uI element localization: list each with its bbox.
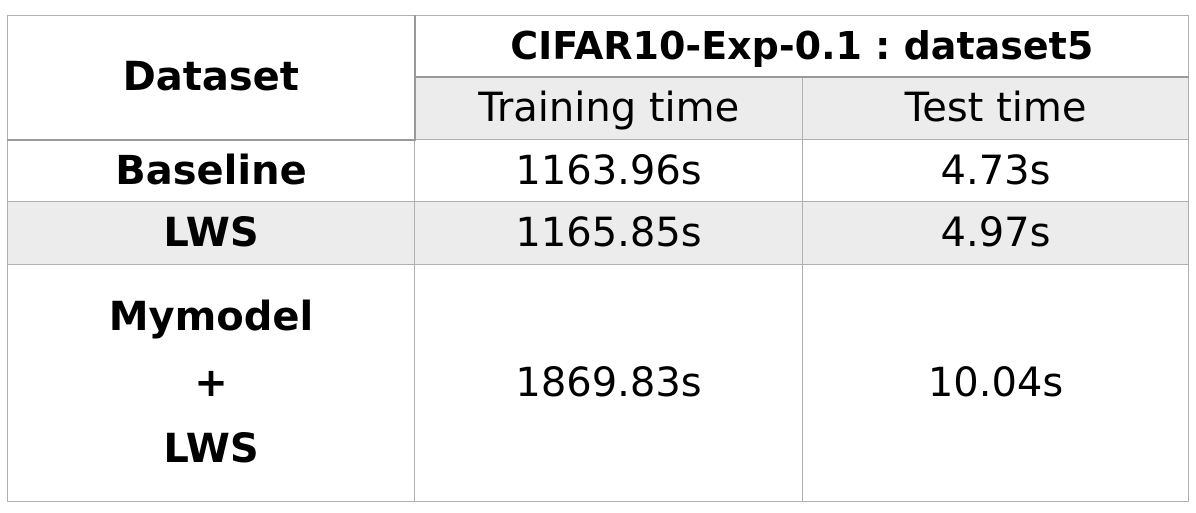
row-label-line: LWS xyxy=(163,426,259,472)
test-time-header: Test time xyxy=(801,75,1190,140)
header-row-top: Dataset CIFAR10-Exp-0.1 : dataset5 xyxy=(7,15,1190,141)
row-label-line: + xyxy=(194,360,228,406)
test-time-cell: 4.73s xyxy=(801,139,1190,202)
training-time-header: Training time xyxy=(414,75,803,140)
table-row: LWS 1165.85s 4.97s xyxy=(7,201,1190,265)
table-row: Baseline 1163.96s 4.73s xyxy=(7,139,1190,202)
row-label-lines: Mymodel + LWS xyxy=(8,284,414,482)
test-time-cell: 4.97s xyxy=(801,201,1190,265)
comparison-table: Dataset CIFAR10-Exp-0.1 : dataset5 Train… xyxy=(7,15,1190,502)
dataset-group-header: CIFAR10-Exp-0.1 : dataset5 xyxy=(413,15,1190,77)
training-time-cell: 1165.85s xyxy=(414,201,803,265)
row-label: LWS xyxy=(7,201,415,265)
test-time-cell: 10.04s xyxy=(801,264,1190,502)
row-label-stacked: Mymodel + LWS xyxy=(7,264,415,502)
dataset-header: Dataset xyxy=(7,15,416,141)
header-row-sub: Training time Test time xyxy=(8,75,1190,140)
training-time-cell: 1869.83s xyxy=(414,264,803,502)
table-row: Mymodel + LWS 1869.83s 10.04s xyxy=(7,264,1190,502)
training-time-cell: 1163.96s xyxy=(414,139,803,202)
row-label-line: Mymodel xyxy=(108,294,314,340)
row-label: Baseline xyxy=(7,139,415,202)
